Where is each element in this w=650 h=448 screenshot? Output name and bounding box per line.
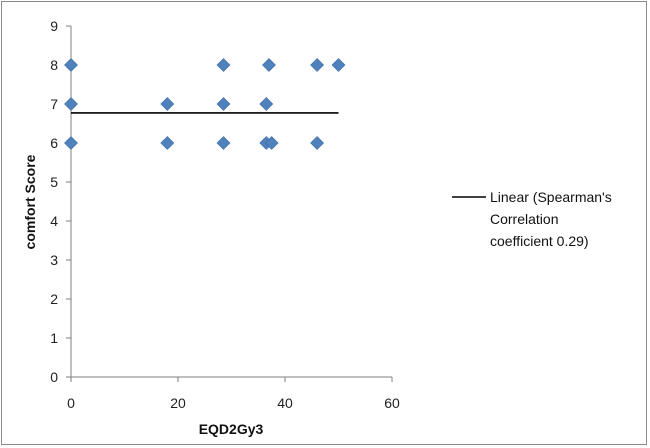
x-tick-label: 60: [384, 395, 400, 411]
x-axis-title: EQD2Gy3: [199, 421, 264, 437]
data-point-diamond: [160, 136, 175, 150]
y-axis-title: comfort Score: [22, 154, 38, 249]
data-point-diamond: [64, 97, 78, 111]
x-ticks: 0 20 40 60: [67, 377, 400, 411]
y-tick-label: 4: [50, 213, 58, 229]
y-tick-label: 9: [50, 18, 58, 34]
legend-text-line-1: Linear (Spearman's: [490, 189, 612, 205]
data-point-diamond: [310, 58, 325, 72]
legend: Linear (Spearman's Correlation coefficie…: [452, 189, 612, 249]
data-point-diamond: [64, 58, 78, 72]
data-point-diamond: [262, 58, 276, 72]
data-point-diamond: [259, 97, 274, 111]
data-point-diamond: [216, 97, 231, 111]
y-tick-label: 1: [50, 330, 58, 346]
data-point-diamond: [331, 58, 346, 72]
y-tick-label: 5: [50, 174, 58, 190]
x-tick-label: 20: [170, 395, 186, 411]
y-ticks: 0 1 2 3 4 5 6 7 8 9: [50, 18, 71, 385]
data-point-diamond: [216, 58, 231, 72]
data-point-diamond: [216, 136, 231, 150]
scatter-points: [64, 58, 346, 150]
y-tick-label: 0: [50, 369, 58, 385]
legend-text-line-2: Correlation: [490, 211, 558, 227]
y-tick-label: 2: [50, 291, 58, 307]
data-point-diamond: [64, 136, 78, 150]
legend-text-line-3: coefficient 0.29): [490, 233, 589, 249]
y-tick-label: 7: [50, 96, 58, 112]
x-tick-label: 40: [277, 395, 293, 411]
y-tick-label: 6: [50, 135, 58, 151]
data-point-diamond: [160, 97, 175, 111]
y-tick-label: 3: [50, 252, 58, 268]
x-tick-label: 0: [67, 395, 75, 411]
axes: [70, 26, 392, 378]
data-point-diamond: [264, 136, 279, 150]
y-tick-label: 8: [50, 57, 58, 73]
data-point-diamond: [310, 136, 325, 150]
